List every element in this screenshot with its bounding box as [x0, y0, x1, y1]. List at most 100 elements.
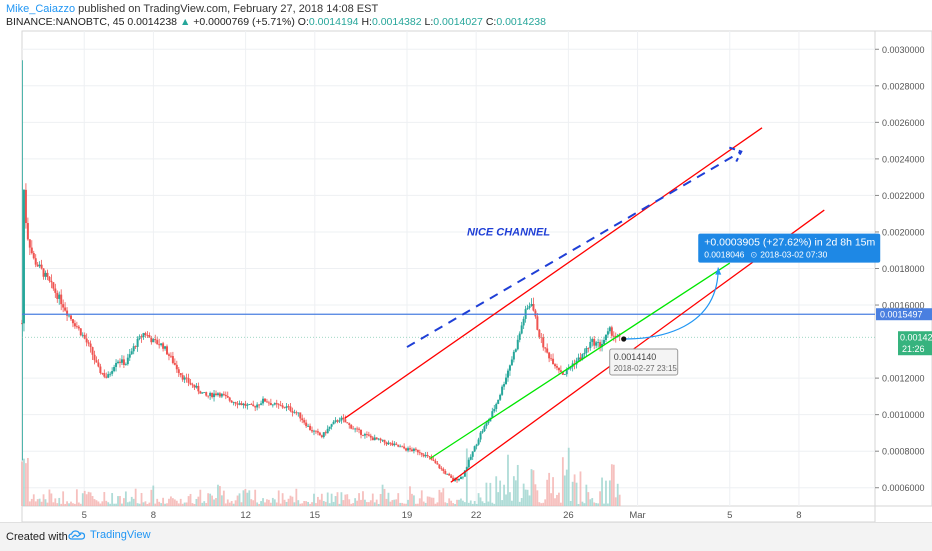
volume-bar [571, 481, 574, 506]
volume-bar [467, 502, 470, 506]
price-tag-last-box [898, 331, 932, 356]
candle-body [115, 362, 118, 367]
candle-body [130, 351, 133, 355]
volume-bar [252, 500, 255, 506]
projection-curve [623, 267, 719, 340]
volume-bar [587, 492, 590, 506]
candle-body [77, 326, 80, 329]
candle-body [563, 374, 566, 375]
volume-bar [87, 491, 90, 506]
volume-bar [536, 490, 539, 506]
candle-body [467, 459, 470, 468]
candle-body [101, 372, 104, 374]
candle-body [567, 368, 570, 370]
volume-bar [38, 498, 41, 506]
volume-bar [430, 497, 433, 506]
candle-body [52, 282, 55, 289]
candle-body [167, 354, 170, 356]
tradingview-logo[interactable]: TradingView [68, 529, 151, 541]
volume-bar [187, 496, 190, 506]
candle-body [495, 403, 498, 409]
candle-body [244, 403, 247, 406]
volume-bar [514, 480, 517, 506]
candle-body [197, 385, 200, 392]
candle-body [552, 358, 555, 365]
volume-bar [440, 492, 443, 506]
candle-body [134, 346, 137, 348]
x-tick-label: Mar [629, 510, 645, 521]
candle-body [154, 339, 157, 341]
volume-bar [405, 503, 407, 506]
candle-body [236, 403, 239, 405]
volume-bar [454, 503, 456, 506]
candle-body [399, 446, 402, 448]
candle-body [557, 367, 560, 371]
volume-bar [608, 480, 611, 506]
candle-body [218, 393, 221, 397]
candle-body [550, 358, 553, 360]
candle-body [66, 310, 69, 316]
candle-body [224, 394, 227, 397]
author-link[interactable]: Mike_Caiazzo [6, 3, 76, 15]
candle-body [393, 443, 396, 446]
candle-body [111, 371, 114, 374]
volume-bar [44, 499, 47, 506]
volume-bar [48, 489, 51, 506]
volume-bar [391, 500, 394, 506]
volume-bar [266, 499, 268, 506]
candle-body [73, 323, 76, 327]
candle-body [477, 439, 480, 445]
candle-body [269, 403, 272, 405]
volume-bar [93, 499, 96, 506]
volume-bar [242, 490, 245, 506]
volume-bar [134, 488, 137, 506]
volume-bar [191, 503, 194, 506]
candle-body [293, 412, 296, 414]
candle-body [430, 457, 433, 460]
candle-body [38, 264, 41, 267]
candle-body [160, 343, 163, 346]
candle-body [346, 422, 349, 424]
volume-bar [510, 500, 513, 506]
volume-bar [465, 448, 468, 506]
volume-bar [205, 503, 208, 506]
candle-body [407, 448, 410, 451]
volume-bar [481, 501, 484, 506]
volume-bar [544, 499, 547, 506]
candle-body [150, 337, 153, 343]
candle-body [303, 420, 306, 423]
candle-body [291, 410, 294, 413]
candle-body [232, 402, 235, 403]
volume-bar [542, 502, 545, 506]
volume-bar [342, 500, 345, 506]
candle-body [107, 374, 110, 378]
volume-bar [150, 489, 153, 506]
volume-bar [424, 502, 427, 506]
volume-bar [403, 503, 406, 506]
volume-bar [377, 503, 380, 506]
volume-bar [81, 493, 84, 506]
candle-body [422, 454, 425, 457]
volume-bar [444, 502, 447, 506]
volume-bar [373, 502, 376, 506]
volume-bar [101, 501, 104, 506]
candle-body [24, 189, 27, 224]
candle-body [314, 430, 317, 432]
volume-bar [189, 493, 192, 506]
candle-body [587, 348, 590, 349]
candle-body [83, 334, 86, 339]
candle-body [505, 377, 508, 385]
start-point-value: 0.0014140 [614, 352, 657, 362]
candle-body [97, 362, 100, 367]
candle-body [75, 326, 78, 328]
volume-bar [54, 498, 57, 506]
candle-body [242, 403, 245, 406]
volume-bar [550, 493, 552, 506]
volume-bar [491, 502, 494, 506]
volume-bar [226, 499, 229, 506]
candle-body [381, 439, 384, 441]
chart-canvas[interactable]: 0.0030000 0.0028000 0.0026000 0.0024000 0.00… [0, 0, 932, 522]
candle-body [118, 361, 121, 363]
volume-bar [365, 502, 368, 506]
volume-bar [577, 503, 580, 506]
